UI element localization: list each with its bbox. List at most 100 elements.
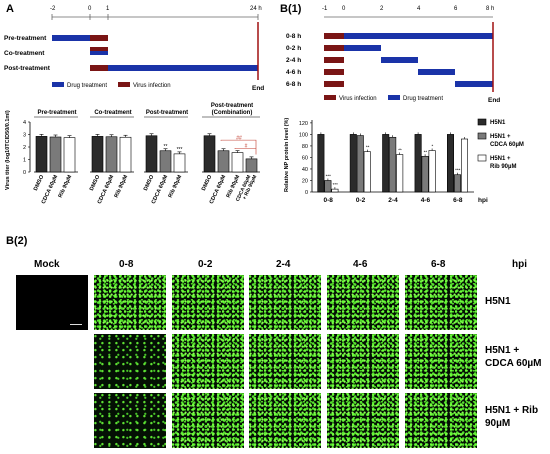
row-label-h5n1: H5N1: [485, 296, 511, 307]
b-sig-label: **: [398, 148, 402, 153]
b-bar-4-6-h5n1: [414, 134, 422, 193]
a-bar-post-treatment-combination-cdca-60-m-rib-90-m: [245, 158, 258, 173]
timeline-a-row-co: Co-treatment: [4, 50, 45, 57]
a-bar-post-treatment-combination-rib-90-m: [231, 152, 244, 173]
co-drug-bar: [90, 51, 108, 55]
a-category-label-rib-90-m: Rib 90µM: [168, 174, 184, 199]
a-group-title-post-treatment: Post-treatment: [146, 110, 188, 116]
a-sig-label: **: [164, 144, 168, 150]
panel-b1-label: B(1): [280, 3, 302, 15]
a-bar-co-treatment-dmso: [91, 136, 104, 173]
a-bracket-hash1: [234, 147, 256, 149]
legend-b-drug-treatment: Drug treatment: [403, 96, 443, 102]
timeline-a-row-pre: Pre-treatment: [4, 35, 47, 42]
column-header-4-6: 4-6: [353, 259, 368, 270]
micrograph-h5n1-2-4: [249, 275, 321, 330]
micrograph-cdca-6-8: [405, 334, 477, 389]
b-bar-0-2-h5n1-cdca-60-m: [356, 135, 364, 193]
a-group-title-pre-treatment: Pre-treatment: [37, 110, 76, 116]
timeline-a-row-post: Post-treatment: [4, 65, 51, 72]
timeline-b-tick-2: 2: [380, 6, 384, 12]
b-y-tick-label: 40: [302, 167, 308, 173]
b-bar-0-2-h5n1: [349, 134, 357, 193]
legend-b-virus-infection: Virus infection: [339, 96, 377, 102]
panel-b1-chart: 0 20 40 60 80 100 120 Relative NP protein level…: [284, 118, 524, 204]
timeline-a-tick-1: 1: [106, 6, 110, 12]
timeline-b-tick-6: 6: [454, 6, 458, 12]
b-category-label-4-6: 4-6: [421, 197, 431, 204]
micrograph-h5n1-6-8: [405, 275, 477, 330]
b-bar-2-4-h5n1-rib-90-m: [396, 154, 404, 193]
a-y-tick-label: 1: [23, 158, 26, 164]
b-bar-0-8-h5n1: [317, 134, 325, 193]
micrograph-rib-0-8: [94, 393, 166, 448]
row-label-rib: H5N1 + Rib 90µM: [485, 405, 539, 429]
row-label-cdca: H5N1 + CDCA 60µM: [485, 345, 542, 369]
a-group-title-post-treatment-combination-sub: (Combination): [212, 110, 253, 116]
a-y-tick-label: 3: [23, 133, 26, 139]
b-category-label-6-8: 6-8: [453, 197, 463, 204]
b-sig-label: **: [424, 149, 428, 154]
timeline-b-tick-0: 0: [342, 6, 346, 12]
a-bar-post-treatment-rib-90-m: [173, 153, 186, 173]
a-bar-co-treatment-rib-90-m: [119, 136, 132, 173]
co-virus-bar: [90, 47, 108, 51]
panel-a-chart: 0 1 2 3 4 Virus titer (log10TCID50/0.1ml) Pre-…: [5, 103, 260, 205]
timeline-b-row-0-8: 0-8 h: [286, 33, 301, 40]
column-header-6-8: 6-8: [431, 259, 446, 270]
pre-virus-bar: [90, 35, 108, 41]
a-y-tick-label: 2: [23, 145, 26, 151]
a-sig-label: ***: [177, 147, 183, 153]
b-legend-label-h5n1-rib-90-m: H5N1 +: [490, 156, 511, 162]
legend-drug-treatment: Drug treatment: [67, 83, 107, 89]
timeline-b-tick-4: 4: [417, 6, 421, 12]
column-header-0-8: 0-8: [119, 259, 134, 270]
legend-virus-infection: Virus infection: [133, 83, 171, 89]
timeline-a-end: End: [252, 85, 264, 92]
a-category-label-dmso: DMSO: [143, 174, 156, 192]
a-bar-post-treatment-combination-cdca-60-m: [217, 150, 230, 173]
a-y-tick-label: 4: [23, 120, 26, 126]
a-annotation-hash2: ##: [236, 136, 242, 142]
a-category-label-dmso: DMSO: [89, 174, 102, 192]
a-y-axis-label: Virus titer (log10TCID50/0.1ml): [5, 110, 11, 190]
column-header-hpi: hpi: [512, 259, 527, 270]
b-bar-2-4-h5n1: [382, 134, 390, 193]
column-header-0-2: 0-2: [198, 259, 213, 270]
a-bar-post-treatment-cdca-60-m: [159, 150, 172, 173]
a-bar-pre-treatment-cdca-60-m: [49, 136, 62, 173]
a-bar-post-treatment-dmso: [145, 135, 158, 173]
a-category-label-dmso: DMSO: [201, 174, 214, 192]
b-legend-label-h5n1-cdca-60-m-2: CDCA 60µM: [490, 142, 524, 148]
micrograph-h5n1-0-2: [172, 275, 244, 330]
a-y-tick-label: 0: [23, 170, 26, 176]
panel-b2-label: B(2): [6, 235, 28, 247]
b-y-tick-label: 100: [299, 132, 308, 138]
b-bar-0-2-h5n1-rib-90-m: [363, 151, 371, 193]
b-category-label-2-4: 2-4: [388, 197, 398, 204]
micrograph-cdca-0-8: [94, 334, 166, 389]
b-sig-label: ***: [326, 173, 332, 178]
a-group-title-post-treatment-combination: Post-treatment: [211, 103, 253, 109]
micrograph-h5n1-0-8: [94, 275, 166, 330]
b-bar-0-8-h5n1-cdca-60-m: [324, 180, 332, 193]
micrograph-rib-6-8: [405, 393, 477, 448]
micrograph-h5n1-4-6: [327, 275, 399, 330]
micrograph-rib-0-2: [172, 393, 244, 448]
timeline-b-row-0-2: 0-2 h: [286, 45, 301, 52]
b-y-axis-label: Relative NP protein level (%): [284, 118, 290, 192]
a-category-label-rib-90-m: Rib 90µM: [114, 174, 130, 199]
b-legend-swatch-h5n1: [477, 118, 487, 126]
timeline-b-end: End: [488, 97, 500, 104]
b-y-tick-label: 60: [302, 155, 308, 161]
a-bar-pre-treatment-dmso: [35, 136, 48, 173]
b-sig-label: ***: [455, 168, 461, 173]
b-y-tick-label: 80: [302, 144, 308, 150]
a-bar-pre-treatment-rib-90-m: [63, 137, 76, 173]
b-y-tick-label: 0: [305, 190, 308, 196]
a-category-label-dmso: DMSO: [33, 174, 46, 192]
b-legend-label-h5n1-cdca-60-m: H5N1 +: [490, 134, 511, 140]
b-y-tick-label: 120: [299, 121, 308, 127]
timeline-b-row-6-8: 6-8 h: [286, 81, 301, 88]
b-legend-label-h5n1-rib-90-m-2: Rib 90µM: [490, 164, 516, 170]
